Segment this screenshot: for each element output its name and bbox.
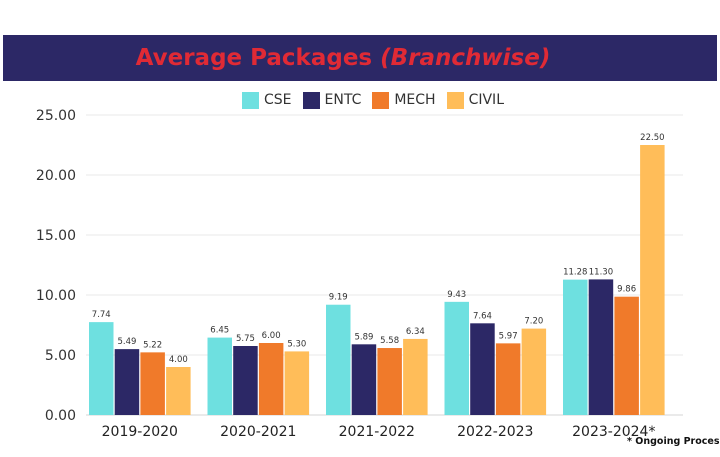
data-label: 11.30 bbox=[589, 267, 613, 277]
y-tick-label: 25.00 bbox=[36, 108, 76, 124]
data-label: 7.74 bbox=[92, 310, 111, 320]
bar-mech bbox=[614, 296, 639, 415]
data-label: 5.30 bbox=[287, 339, 306, 349]
data-label: 5.75 bbox=[236, 334, 255, 344]
legend-swatch bbox=[372, 91, 390, 109]
bar-mech bbox=[377, 348, 402, 415]
legend-label: CSE bbox=[264, 92, 292, 108]
bar-entc bbox=[470, 323, 495, 415]
title-banner: Average Packages (Branchwise) bbox=[3, 35, 717, 81]
data-label: 5.89 bbox=[354, 332, 373, 342]
bar-entc bbox=[114, 349, 140, 415]
y-tick-label: 15.00 bbox=[36, 228, 76, 244]
footnote: * Ongoing Process bbox=[627, 436, 720, 447]
data-label: 6.00 bbox=[262, 331, 281, 341]
legend: CSE ENTC MECH CIVIL bbox=[242, 90, 515, 110]
x-tick-label: 2019-2020 bbox=[102, 424, 178, 440]
data-label: 5.58 bbox=[380, 336, 399, 346]
data-label: 11.28 bbox=[563, 268, 587, 278]
data-label: 7.64 bbox=[473, 311, 492, 321]
data-label: 5.49 bbox=[117, 337, 136, 347]
bar-mech bbox=[258, 343, 284, 415]
data-label: 6.34 bbox=[406, 327, 425, 337]
bar-cse bbox=[207, 337, 232, 415]
bar-civil bbox=[521, 328, 547, 415]
legend-item-entc: ENTC bbox=[302, 91, 362, 109]
legend-item-mech: MECH bbox=[372, 91, 436, 109]
bar-cse bbox=[326, 304, 351, 415]
data-label: 5.22 bbox=[143, 340, 162, 350]
data-label: 6.45 bbox=[210, 326, 229, 336]
y-tick-label: 0.00 bbox=[45, 408, 76, 424]
bar-civil bbox=[284, 351, 310, 415]
data-label: 7.20 bbox=[524, 317, 543, 327]
data-label: 9.86 bbox=[617, 285, 636, 295]
bar-cse bbox=[563, 279, 588, 415]
legend-swatch bbox=[242, 91, 259, 109]
data-label: 5.97 bbox=[499, 331, 518, 341]
bar-cse bbox=[89, 322, 114, 415]
x-tick-label: 2022-2023 bbox=[457, 424, 533, 440]
y-tick-label: 20.00 bbox=[36, 168, 76, 184]
data-label: 4.00 bbox=[169, 355, 188, 365]
legend-label: MECH bbox=[394, 92, 436, 108]
bar-civil bbox=[640, 145, 665, 415]
bar-mech bbox=[495, 343, 521, 415]
legend-swatch bbox=[446, 91, 464, 109]
legend-item-civil: CIVIL bbox=[446, 91, 504, 109]
y-tick-label: 5.00 bbox=[45, 348, 76, 364]
bar-civil bbox=[403, 338, 428, 415]
legend-label: CIVIL bbox=[468, 92, 504, 108]
data-label: 9.43 bbox=[447, 290, 466, 300]
bar-entc bbox=[351, 344, 377, 415]
legend-item-cse: CSE bbox=[242, 91, 292, 109]
data-label: 9.19 bbox=[329, 293, 348, 303]
x-tick-label: 2020-2021 bbox=[220, 424, 296, 440]
bar-entc bbox=[588, 279, 614, 415]
legend-swatch bbox=[302, 91, 320, 109]
bar-mech bbox=[140, 352, 165, 415]
chart-title-main: Average Packages bbox=[135, 45, 373, 71]
data-label: 22.50 bbox=[640, 133, 664, 143]
legend-label: ENTC bbox=[324, 92, 362, 108]
bar-civil bbox=[166, 367, 191, 415]
chart-title: Average Packages (Branchwise) bbox=[3, 35, 683, 81]
bar-entc bbox=[233, 346, 258, 415]
y-tick-label: 10.00 bbox=[36, 288, 76, 304]
bar-cse bbox=[444, 301, 469, 415]
x-tick-label: 2023-2024* bbox=[572, 424, 655, 440]
x-tick-label: 2021-2022 bbox=[339, 424, 415, 440]
chart-title-italic: (Branchwise) bbox=[380, 45, 551, 71]
